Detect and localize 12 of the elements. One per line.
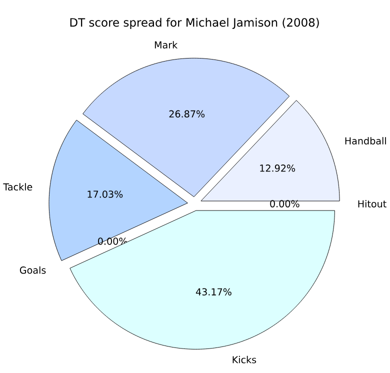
slice-label: Tackle	[3, 183, 32, 191]
category-label: Hitout	[358, 200, 386, 208]
chart-title: DT score spread for Michael Jamison (2008)	[70, 18, 319, 30]
slice-label: Kicks	[232, 356, 256, 364]
slice-label: Handball	[345, 137, 386, 144]
text: 0.00%	[270, 200, 300, 208]
category-label: Goals	[20, 266, 46, 274]
data-label: 43.17%	[196, 288, 232, 296]
data-label: 17.03%	[88, 190, 123, 198]
data-label: 26.87%	[169, 110, 205, 118]
data-label: 12.92%	[260, 164, 296, 172]
slice-label: Mark	[154, 41, 178, 49]
